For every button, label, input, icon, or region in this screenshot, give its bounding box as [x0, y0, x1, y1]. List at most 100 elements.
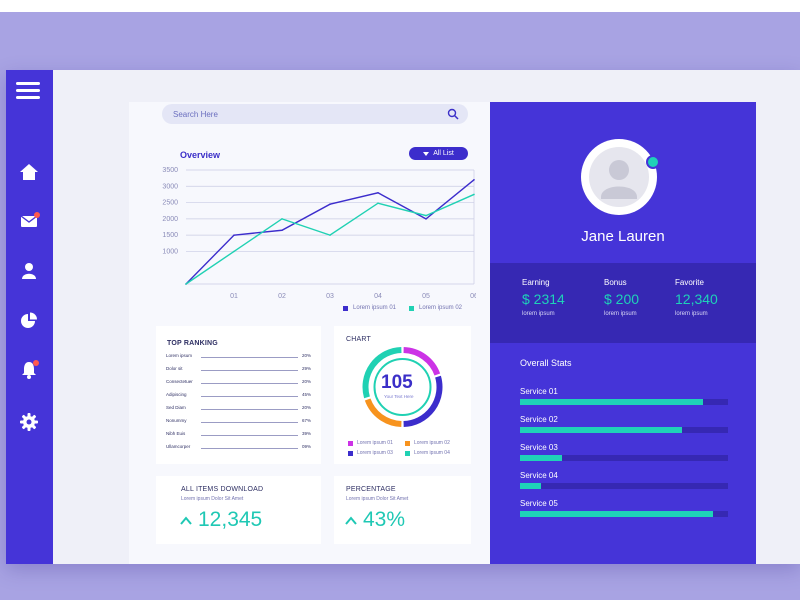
legend-swatch [405, 450, 410, 456]
donut-legend-item: Lorem ipsum 01 [348, 440, 393, 446]
profile-panel: Jane Lauren Earning $ 2314 lorem ipsum B… [490, 102, 756, 564]
ranking-line [201, 396, 298, 397]
donut-center-number: 105 [381, 372, 413, 393]
ranking-row: Sed Diam 20% [166, 405, 311, 413]
service-progress-track [520, 511, 728, 517]
y-tick-label: 1000 [162, 248, 178, 255]
y-tick-label: 3000 [162, 183, 178, 190]
bell-badge [33, 360, 39, 366]
data-point [233, 234, 235, 236]
percentage-subtitle: Lorem ipsum Dolor Sit Amet [346, 496, 409, 502]
downloads-title: ALL ITEMS DOWNLOAD [181, 486, 264, 493]
profile-name: Jane Lauren [581, 228, 665, 245]
stat-value: $ 2314 [522, 291, 565, 307]
data-point [329, 234, 331, 236]
donut-center-subtitle: Your Text Here [384, 394, 414, 399]
ranking-line [201, 370, 298, 371]
ranking-value: 20% [301, 353, 311, 358]
service-progress-fill [520, 455, 562, 461]
search-icon[interactable] [447, 108, 459, 120]
x-tick-label: 02 [278, 293, 286, 300]
all-list-dropdown[interactable]: All List [409, 147, 468, 160]
legend-item-series-1: Lorem ipsum 01 [343, 305, 396, 311]
service-progress-track [520, 427, 728, 433]
stat-label: Favorite [675, 278, 704, 287]
ranking-label: Adipiscing [166, 392, 187, 397]
ranking-value: 20% [301, 405, 311, 410]
user-icon[interactable] [19, 261, 39, 281]
ranking-line [201, 409, 298, 410]
stat-sub: lorem ipsum [522, 311, 555, 317]
search-bar [162, 104, 468, 125]
legend-label: Lorem ipsum 01 [357, 440, 393, 446]
ranking-row: Lorem ipsum 20% [166, 353, 311, 361]
ranking-row: Adipiscing 45% [166, 392, 311, 400]
legend-label: Lorem ipsum 02 [419, 305, 463, 311]
legend-swatch [348, 440, 353, 446]
pie-chart-icon[interactable] [19, 311, 39, 331]
data-point [377, 202, 379, 205]
ranking-label: Dolor sit [166, 366, 183, 371]
stat-favorite: Favorite 12,340 lorem ipsum [675, 278, 718, 317]
up-arrow-icon [345, 516, 357, 525]
caret-down-icon [423, 151, 430, 156]
ranking-value: 39% [301, 431, 311, 436]
series-line-1 [185, 179, 475, 285]
overview-title: Overview [180, 150, 221, 160]
up-arrow-icon [180, 516, 192, 525]
data-point [233, 250, 235, 253]
data-point [425, 214, 427, 217]
donut-chart-card: CHART 105 Your Text Here Lorem ipsum 01 … [334, 326, 471, 464]
x-tick-label: 06 [470, 293, 476, 300]
data-point [185, 283, 187, 285]
ranking-label: Consectetuer [166, 379, 193, 384]
search-input[interactable] [162, 104, 422, 125]
stat-sub: lorem ipsum [675, 311, 708, 317]
legend-swatch [405, 440, 410, 446]
stat-label: Bonus [604, 278, 627, 287]
service-progress-track [520, 399, 728, 405]
user-silhouette-icon [589, 147, 649, 207]
avatar[interactable] [581, 139, 657, 215]
service-label: Service 05 [520, 499, 558, 508]
service-progress-fill [520, 483, 541, 489]
service-label: Service 03 [520, 443, 558, 452]
data-point [473, 193, 475, 196]
mail-badge [34, 212, 40, 218]
overall-stats-title: Overall Stats [520, 358, 572, 368]
legend-label: Lorem ipsum 04 [414, 450, 450, 456]
ranking-line [201, 357, 298, 358]
data-point [281, 218, 283, 220]
mail-icon[interactable] [19, 211, 40, 231]
data-point [281, 229, 283, 232]
y-tick-label: 1500 [162, 232, 178, 239]
legend-swatch [343, 305, 348, 311]
sidebar [6, 70, 53, 564]
y-tick-label: 3500 [162, 167, 178, 174]
overview-line-chart: 1000 1500 2000 2500 3000 3500 01 02 03 04 05 06 [162, 167, 476, 300]
dashboard-window: Overview All List 1000 1500 2000 2500 3000 35… [6, 70, 800, 564]
stat-label: Earning [522, 278, 550, 287]
hamburger-menu-icon[interactable] [16, 82, 40, 100]
top-ranking-title: TOP RANKING [167, 340, 218, 347]
ranking-row: Ullamcorper 09% [166, 444, 311, 452]
donut-segment [403, 347, 441, 376]
stat-earning: Earning $ 2314 lorem ipsum [522, 278, 565, 317]
gear-icon[interactable] [19, 412, 39, 432]
percentage-value: 43% [363, 508, 406, 531]
service-label: Service 01 [520, 387, 558, 396]
ranking-value: 45% [301, 392, 311, 397]
ranking-line [201, 383, 298, 384]
x-tick-label: 04 [374, 293, 382, 300]
ranking-line [201, 448, 298, 449]
bell-icon[interactable] [19, 360, 39, 380]
all-list-label: All List [433, 150, 454, 157]
home-icon[interactable] [19, 162, 39, 182]
donut-legend-item: Lorem ipsum 03 [348, 450, 393, 456]
service-stat: Service 04 [520, 471, 728, 489]
data-point [329, 203, 331, 205]
donut-legend-item: Lorem ipsum 02 [405, 440, 450, 446]
downloads-value: 12,345 [198, 508, 263, 531]
ranking-value: 29% [301, 366, 311, 371]
donut-segment [362, 347, 402, 399]
